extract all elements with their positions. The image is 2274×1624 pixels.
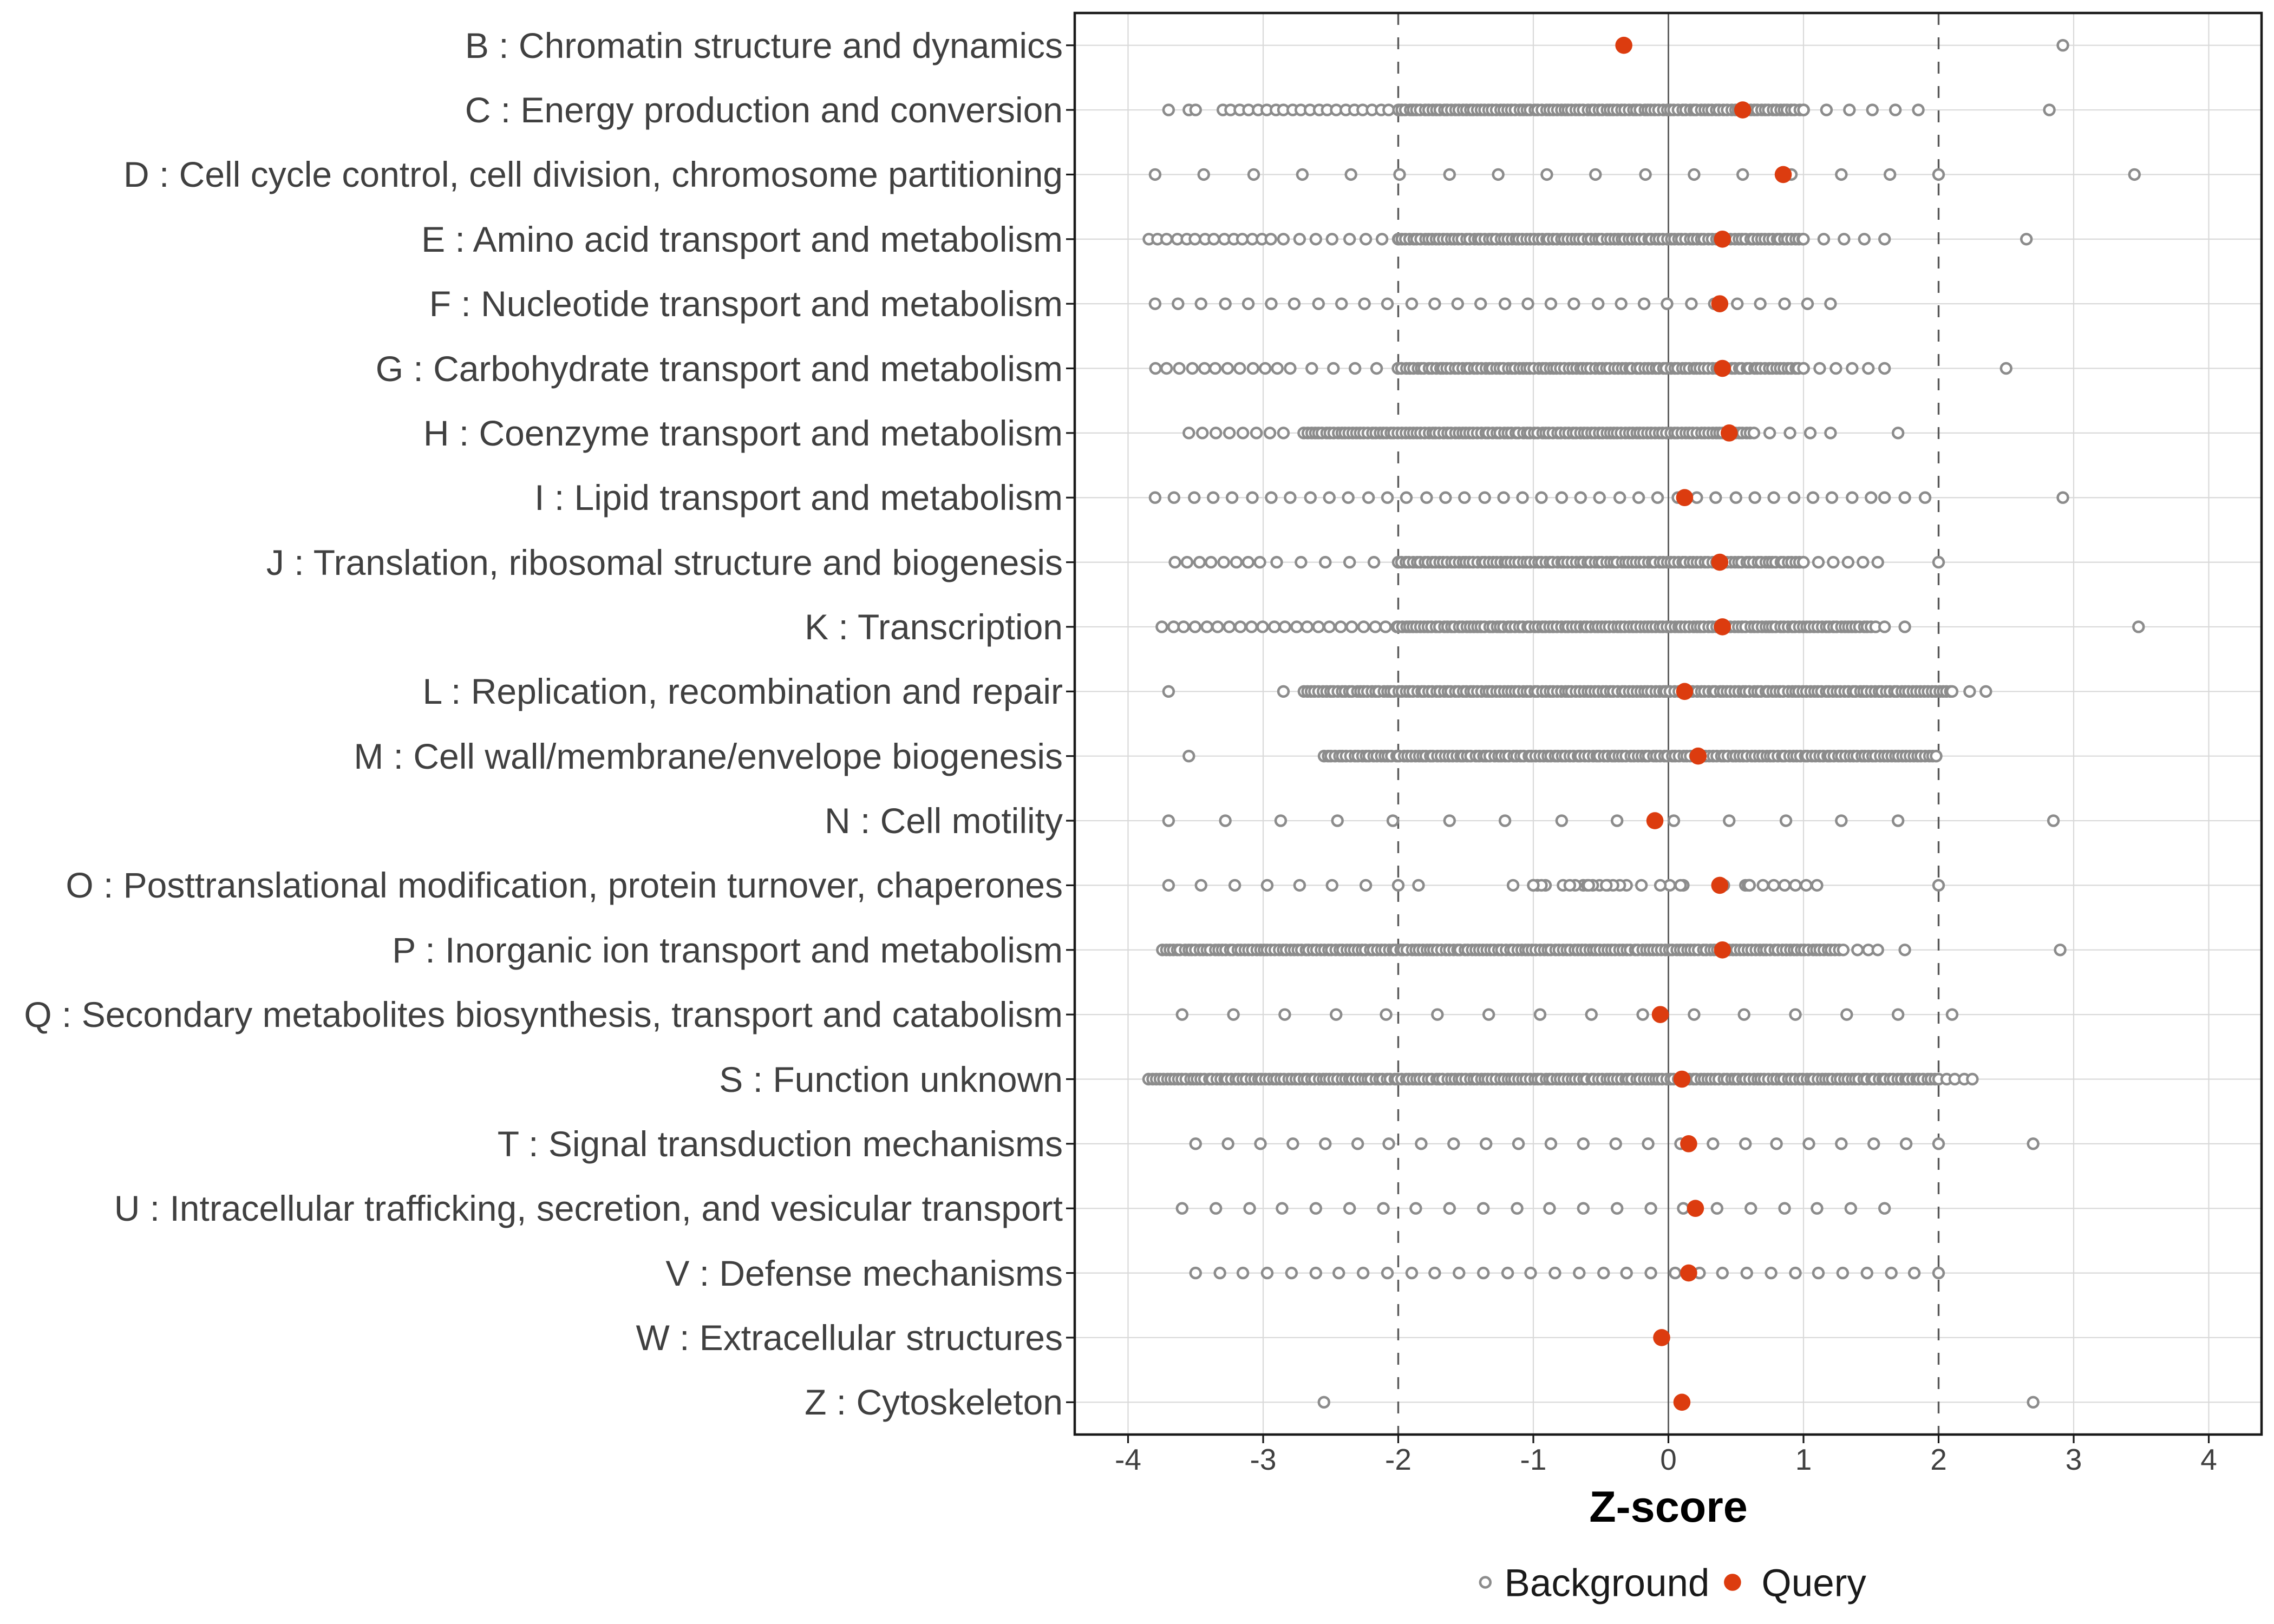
svg-text:Query: Query	[1762, 1562, 1867, 1605]
svg-text:Background: Background	[1505, 1562, 1710, 1605]
